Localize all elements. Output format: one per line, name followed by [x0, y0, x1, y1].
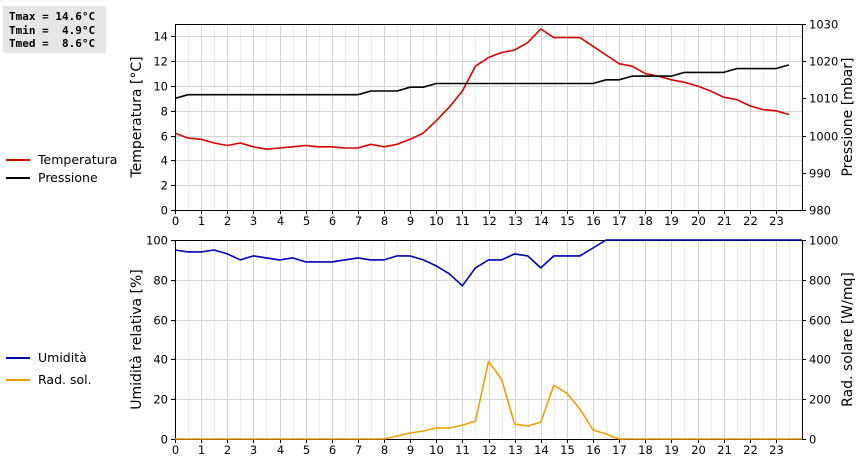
- x-tick-label: 9: [407, 214, 414, 228]
- x-tick-label: 19: [664, 214, 679, 228]
- x-tick-label: 21: [717, 443, 732, 457]
- x-tick-label: 19: [664, 443, 679, 457]
- x-tick-label: 18: [638, 443, 653, 457]
- stats-box: Tmax = 14.6°C Tmin = 4.9°C Tmed = 8.6°C: [3, 6, 106, 53]
- y-right-tick-label: 600: [809, 314, 831, 328]
- x-tick-label: 1: [198, 214, 205, 228]
- y-right-tick-label: 0: [809, 433, 816, 447]
- x-tick-label: 22: [743, 443, 758, 457]
- x-tick-label: 20: [691, 214, 706, 228]
- y-right-tick-label: 400: [809, 353, 831, 367]
- x-tick-label: 13: [508, 443, 523, 457]
- y-right-tick-label: 1000: [809, 130, 838, 144]
- y-left-tick-label: 4: [161, 154, 168, 168]
- x-tick-label: 23: [769, 214, 784, 228]
- y-right-tick-label: 1020: [809, 55, 838, 69]
- y-right-tick-label: 990: [809, 167, 831, 181]
- x-tick-label: 10: [429, 443, 444, 457]
- legend-temperature-pressure: Temperatura Pressione: [6, 152, 117, 185]
- x-tick-label: 10: [429, 214, 444, 228]
- y-right-tick-label: 1010: [809, 92, 838, 106]
- stat-tmed: Tmed = 8.6°C: [9, 37, 96, 50]
- x-tick-label: 1: [198, 443, 205, 457]
- y-left-tick-label: 20: [153, 393, 168, 407]
- x-tick-label: 5: [303, 443, 310, 457]
- x-tick-label: 4: [277, 214, 284, 228]
- x-tick-label: 11: [455, 214, 470, 228]
- series-line-temperatura: [174, 28, 790, 150]
- x-tick-label: 6: [329, 443, 336, 457]
- x-tick-label: 17: [612, 214, 627, 228]
- legend-label: Pressione: [38, 170, 98, 185]
- x-tick-label: 8: [381, 443, 388, 457]
- x-tick-label: 0: [172, 443, 179, 457]
- y-left-tick-label: 10: [153, 80, 168, 94]
- x-tick-label: 14: [534, 214, 549, 228]
- x-tick-label: 11: [455, 443, 470, 457]
- series-line-umidit: [174, 239, 802, 287]
- y-right-tick-label: 800: [809, 274, 831, 288]
- y-right-tick-label: 1000: [809, 234, 838, 248]
- x-tick-label: 23: [769, 443, 784, 457]
- x-tick-label: 14: [534, 443, 549, 457]
- y-left-tick-label: 0: [161, 433, 168, 447]
- y-left-tick-label: 0: [161, 204, 168, 218]
- legend-label: Rad. sol.: [38, 372, 92, 387]
- x-tick-label: 15: [560, 443, 575, 457]
- y-left-tick-label: 14: [153, 30, 168, 44]
- stat-tmax: Tmax = 14.6°C: [9, 10, 96, 23]
- legend-label: Temperatura: [37, 152, 117, 167]
- legend-label: Umidità: [38, 350, 87, 365]
- y-left-tick-label: 40: [153, 353, 168, 367]
- x-tick-label: 0: [172, 214, 179, 228]
- x-tick-label: 6: [329, 214, 336, 228]
- y-left-axis-title: Temperatura [°C]: [129, 56, 145, 178]
- x-tick-label: 15: [560, 214, 575, 228]
- y-left-tick-label: 2: [161, 179, 168, 193]
- y-right-axis-title: Pressione [mbar]: [840, 57, 856, 176]
- x-tick-label: 21: [717, 214, 732, 228]
- x-tick-label: 3: [250, 443, 257, 457]
- legend-humidity-radiation: Umidità Rad. sol.: [6, 350, 92, 387]
- humidity-radiation-chart: 0 1 2 3 4 5 6 7 8 9 10 11 12 13 14 15 16 17 18 19 20 21 22 2302…: [129, 234, 856, 458]
- y-left-tick-label: 8: [161, 105, 168, 119]
- x-tick-label: 18: [638, 214, 653, 228]
- x-tick-label: 5: [303, 214, 310, 228]
- x-tick-label: 17: [612, 443, 627, 457]
- y-left-tick-label: 100: [146, 234, 168, 248]
- y-left-tick-label: 6: [161, 130, 168, 144]
- x-tick-label: 12: [482, 214, 497, 228]
- y-left-tick-label: 60: [153, 314, 168, 328]
- y-right-tick-label: 980: [809, 204, 831, 218]
- y-right-tick-label: 200: [809, 393, 831, 407]
- x-tick-label: 7: [355, 443, 362, 457]
- y-left-tick-label: 12: [153, 55, 168, 69]
- y-right-tick-label: 1030: [809, 18, 838, 32]
- y-left-axis-title: Umidità relativa [%]: [129, 269, 145, 410]
- y-left-tick-label: 80: [153, 274, 168, 288]
- y-right-axis-title: Rad. solare [W/mq]: [840, 272, 856, 407]
- x-tick-label: 8: [381, 214, 388, 228]
- x-tick-label: 22: [743, 214, 758, 228]
- stat-tmin: Tmin = 4.9°C: [9, 23, 96, 37]
- series-line-rad-sol: [175, 360, 802, 440]
- x-tick-label: 13: [508, 214, 523, 228]
- temperature-pressure-chart: 0 1 2 3 4 5 6 7 8 9 10 11 12 13 14 15 16 17 18 19 20 21 22 2302…: [129, 18, 856, 229]
- x-tick-label: 7: [355, 214, 362, 228]
- x-tick-label: 12: [482, 443, 497, 457]
- x-tick-label: 3: [250, 214, 257, 228]
- x-tick-label: 20: [691, 443, 706, 457]
- x-tick-label: 2: [224, 214, 231, 228]
- series-line-pressione: [174, 64, 790, 100]
- x-tick-label: 16: [586, 443, 601, 457]
- x-tick-label: 16: [586, 214, 601, 228]
- x-tick-label: 4: [277, 443, 284, 457]
- x-tick-label: 9: [407, 443, 414, 457]
- x-tick-label: 2: [224, 443, 231, 457]
